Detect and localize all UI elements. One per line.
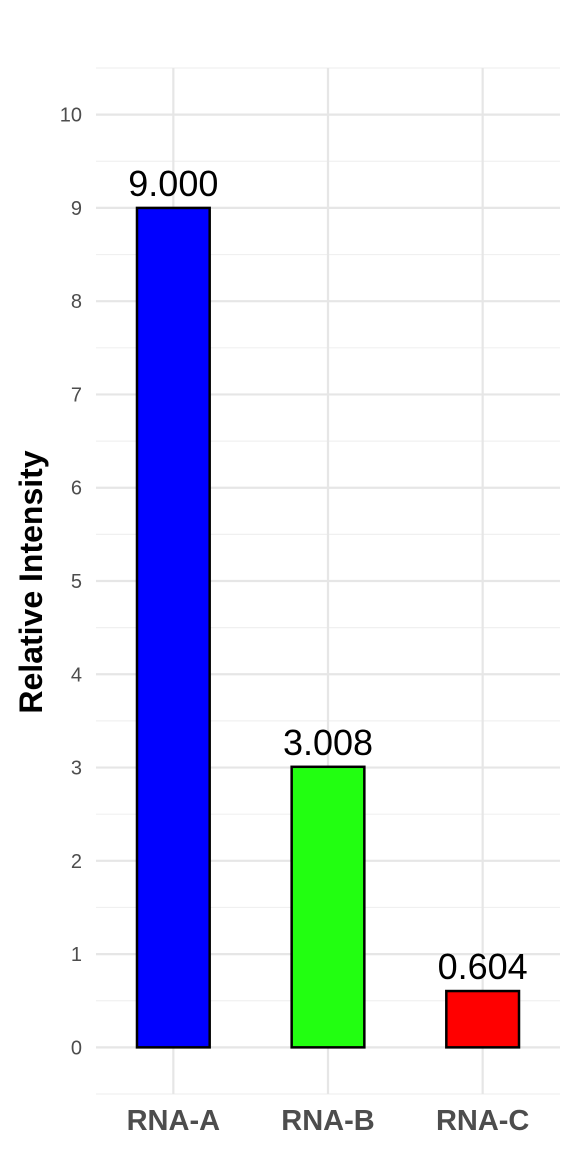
data-label: 9.000 bbox=[128, 163, 218, 204]
bar-rna-c bbox=[445, 989, 521, 1049]
data-label: 0.604 bbox=[438, 946, 528, 987]
y-tick-label: 3 bbox=[71, 758, 82, 780]
y-tick-label: 9 bbox=[71, 198, 82, 220]
y-axis-ticks: 0 1 2 3 4 5 6 7 8 9 10 bbox=[60, 105, 82, 1060]
y-tick-label: 6 bbox=[71, 478, 82, 500]
y-tick-label: 2 bbox=[71, 851, 82, 873]
x-tick-label: RNA-B bbox=[281, 1105, 374, 1137]
x-tick-label: RNA-C bbox=[436, 1105, 529, 1137]
y-tick-label: 10 bbox=[60, 105, 82, 127]
y-tick-label: 5 bbox=[71, 571, 82, 593]
y-tick-label: 1 bbox=[71, 944, 82, 966]
data-label: 3.008 bbox=[283, 722, 373, 763]
y-axis-label: Relative Intensity bbox=[13, 450, 49, 713]
data-labels: 9.000 3.008 0.604 bbox=[128, 163, 527, 987]
y-tick-label: 7 bbox=[71, 384, 82, 406]
x-axis-ticks: RNA-A RNA-B RNA-C bbox=[127, 1105, 530, 1137]
bar-rna-b bbox=[290, 765, 366, 1049]
bar-rna-a bbox=[135, 206, 211, 1049]
bars bbox=[135, 206, 521, 1049]
y-tick-label: 8 bbox=[71, 291, 82, 313]
y-tick-label: 0 bbox=[71, 1037, 82, 1059]
y-tick-label: 4 bbox=[71, 664, 82, 686]
x-tick-label: RNA-A bbox=[127, 1105, 220, 1137]
